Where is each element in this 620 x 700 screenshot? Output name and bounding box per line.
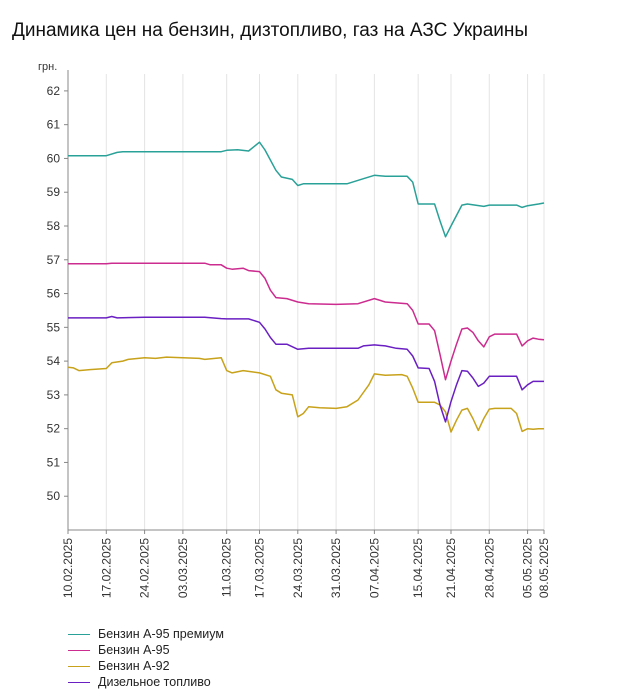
- x-tick-label: 10.02.2025: [61, 538, 75, 598]
- legend-item[interactable]: Бензин А-95: [68, 642, 224, 658]
- x-tick-label: 03.03.2025: [176, 538, 190, 598]
- chart-title: Динамика цен на бензин, дизтопливо, газ …: [12, 20, 529, 41]
- series-line: [68, 141, 545, 238]
- chart-legend: Бензин А-95 премиум Бензин А-95 Бензин А-9…: [68, 626, 224, 690]
- y-tick-label: 61: [47, 118, 61, 132]
- legend-label: Бензин А-92: [98, 659, 170, 673]
- y-tick-label: 60: [47, 151, 61, 165]
- x-tick-label: 24.02.2025: [138, 538, 152, 598]
- series-line: [68, 315, 544, 423]
- legend-swatch: [68, 649, 90, 651]
- x-tick-label: 15.04.2025: [411, 538, 425, 598]
- legend-swatch: [68, 665, 90, 667]
- y-tick-label: 50: [47, 489, 61, 503]
- legend-swatch: [68, 633, 90, 635]
- legend-swatch: [68, 681, 90, 683]
- y-tick-label: 54: [47, 354, 61, 368]
- legend-item[interactable]: Бензин А-95 премиум: [68, 626, 224, 642]
- x-tick-label: 17.03.2025: [252, 538, 266, 598]
- legend-label: Дизельное топливо: [98, 675, 211, 689]
- y-tick-label: 58: [47, 219, 61, 233]
- y-tick-label: 52: [47, 422, 61, 436]
- x-tick-label: 05.05.2025: [521, 538, 535, 598]
- x-tick-label: 08.05.2025: [537, 538, 551, 598]
- x-tick-label: 31.03.2025: [329, 538, 343, 598]
- x-tick-label: 11.03.2025: [220, 538, 234, 597]
- y-tick-label: 56: [47, 287, 61, 301]
- series-line: [68, 262, 545, 381]
- y-tick-label: 57: [47, 253, 61, 267]
- y-axis-label: грн.: [38, 61, 57, 73]
- y-tick-label: 53: [47, 388, 61, 402]
- legend-label: Бензин А-95: [98, 643, 170, 657]
- series-line: [67, 356, 544, 433]
- x-tick-label: 07.04.2025: [367, 538, 381, 598]
- y-tick-label: 51: [47, 455, 61, 469]
- legend-label: Бензин А-95 премиум: [98, 627, 224, 641]
- y-tick-label: 62: [47, 84, 61, 98]
- legend-item[interactable]: Бензин А-92: [68, 658, 224, 674]
- x-tick-label: 24.03.2025: [291, 538, 305, 598]
- y-tick-label: 55: [47, 320, 61, 334]
- x-tick-label: 17.02.2025: [99, 538, 113, 598]
- legend-item[interactable]: Дизельное топливо: [68, 674, 224, 690]
- x-tick-label: 28.04.2025: [482, 538, 496, 598]
- x-tick-label: 21.04.2025: [444, 538, 458, 598]
- y-tick-label: 59: [47, 185, 61, 199]
